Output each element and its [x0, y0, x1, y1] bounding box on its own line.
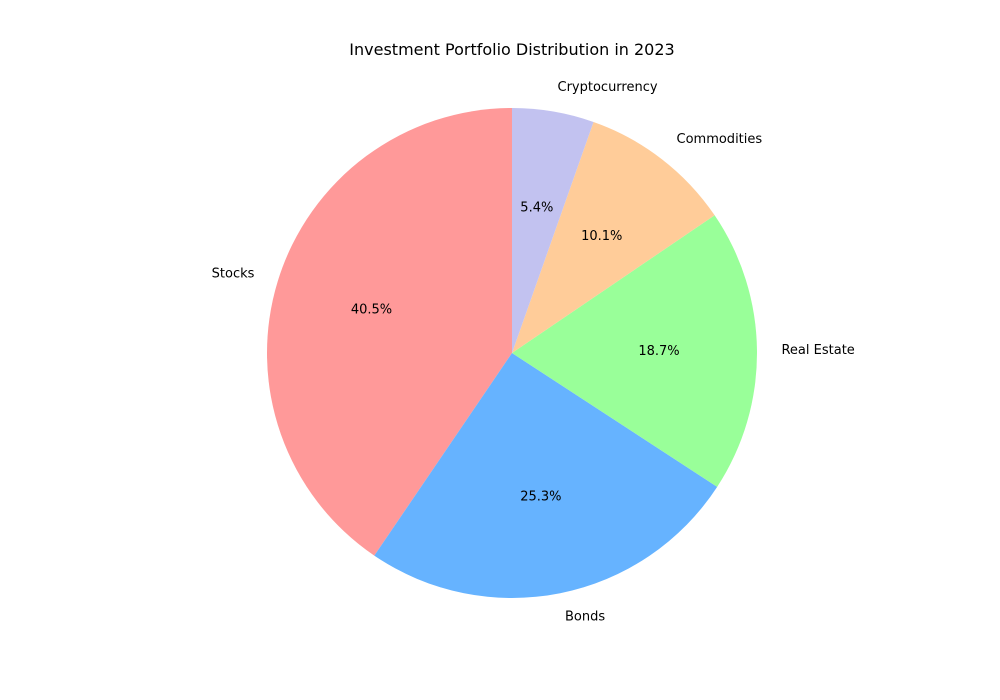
pct-label-stocks: 40.5%	[351, 302, 392, 317]
pct-label-commodities: 10.1%	[581, 229, 622, 244]
slice-label-stocks: Stocks	[212, 266, 255, 281]
pie-slice-stocks	[266, 108, 512, 556]
pie-slice-real-estate	[512, 215, 757, 487]
pie-slice-commodities	[512, 121, 715, 353]
pie-slices	[266, 108, 757, 598]
pie-labels: Stocks 40.5% Bonds 25.3% Real Estate 18.7% Com…	[212, 80, 855, 625]
slice-label-bonds: Bonds	[565, 610, 605, 625]
pct-label-bonds: 25.3%	[520, 490, 561, 505]
slice-label-commodities: Commodities	[677, 132, 763, 147]
chart-title: Investment Portfolio Distribution in 202…	[349, 40, 674, 59]
slice-label-real-estate: Real Estate	[781, 343, 854, 358]
pct-label-cryptocurrency: 5.4%	[520, 201, 553, 216]
slice-label-cryptocurrency: Cryptocurrency	[558, 80, 658, 95]
pct-label-real-estate: 18.7%	[638, 344, 679, 359]
pie-slice-bonds	[374, 353, 718, 598]
pie-slice-cryptocurrency	[512, 108, 594, 353]
